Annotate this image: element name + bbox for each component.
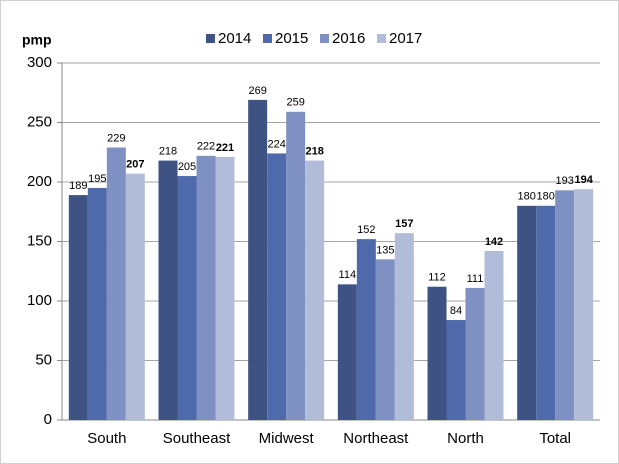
value-label: 269 (248, 85, 266, 97)
bar (574, 189, 594, 420)
value-label: 207 (126, 159, 144, 171)
value-label: 224 (267, 138, 285, 150)
value-label: 229 (107, 132, 125, 144)
bar (356, 239, 376, 420)
bar (196, 155, 216, 420)
value-label: 152 (357, 224, 375, 236)
bar (68, 195, 88, 420)
x-tick-label: Southeast (163, 430, 231, 447)
value-label: 180 (517, 191, 535, 203)
bar (267, 153, 287, 420)
value-label: 194 (574, 174, 593, 186)
value-label: 193 (555, 175, 573, 187)
legend-label: 2017 (389, 30, 422, 47)
legend-label: 2016 (332, 30, 365, 47)
bar (337, 284, 357, 420)
value-label: 221 (216, 142, 234, 154)
value-label: 112 (428, 272, 446, 284)
value-label: 259 (286, 97, 304, 109)
value-label: 180 (536, 191, 554, 203)
y-tick-label: 100 (27, 292, 52, 309)
value-label: 84 (450, 305, 462, 317)
legend-swatch (320, 34, 329, 43)
value-label: 157 (395, 218, 413, 230)
bar (536, 205, 556, 420)
value-label: 218 (159, 145, 177, 157)
bar (305, 160, 325, 420)
bar (87, 187, 107, 420)
x-tick-label: South (87, 430, 126, 447)
legend-label: 2015 (275, 30, 308, 47)
bar (158, 160, 178, 420)
y-tick-label: 50 (35, 351, 52, 368)
value-label: 218 (305, 145, 323, 157)
value-label: 205 (178, 161, 196, 173)
value-label: 111 (467, 273, 484, 285)
value-label: 142 (485, 236, 503, 248)
y-axis-label: pmp (22, 32, 52, 48)
y-tick-label: 200 (27, 173, 52, 190)
value-label: 135 (376, 244, 394, 256)
bar (465, 287, 485, 420)
legend-swatch (206, 34, 215, 43)
x-tick-label: Northeast (343, 430, 409, 447)
legend-swatch (377, 34, 386, 43)
y-tick-label: 300 (27, 54, 52, 71)
bar (555, 190, 575, 420)
bar (106, 147, 126, 421)
y-tick-label: 0 (44, 411, 52, 428)
x-tick-label: Total (539, 430, 571, 447)
bar (427, 286, 447, 420)
legend-label: 2014 (218, 30, 251, 47)
value-label: 189 (69, 180, 87, 192)
bar (375, 259, 395, 420)
legend-swatch (263, 34, 272, 43)
x-tick-label: Midwest (259, 430, 315, 447)
x-tick-label: North (447, 430, 484, 447)
bar (286, 111, 306, 420)
y-tick-label: 250 (27, 113, 52, 130)
bar (446, 320, 466, 420)
bar (125, 173, 145, 420)
value-label: 195 (88, 173, 106, 185)
bar (248, 99, 268, 420)
bar (215, 157, 235, 420)
bar (177, 176, 197, 420)
y-tick-label: 150 (27, 232, 52, 249)
bar (517, 205, 537, 420)
value-label: 222 (197, 141, 215, 153)
value-label: 114 (339, 269, 357, 281)
bar (394, 233, 414, 420)
bar (484, 251, 504, 420)
